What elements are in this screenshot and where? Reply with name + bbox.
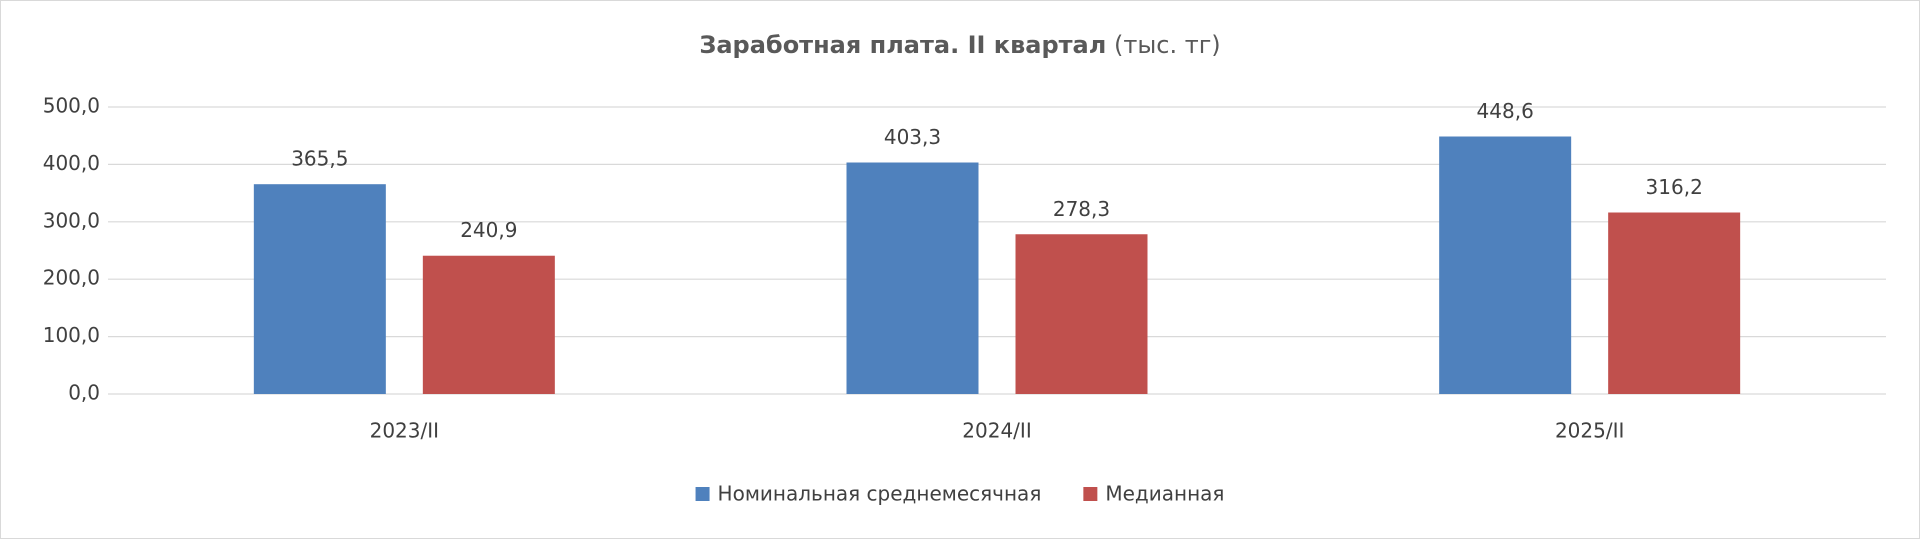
- value-label: 278,3: [1053, 197, 1110, 221]
- legend-swatch: [695, 487, 710, 501]
- bar: [1439, 136, 1572, 394]
- x-tick-label: 2023/II: [370, 419, 439, 443]
- y-tick-label: 400,0: [43, 151, 100, 175]
- chart-title: Заработная плата. II квартал: [699, 31, 1106, 59]
- y-tick-label: 100,0: [43, 323, 100, 347]
- x-tick-label: 2024/II: [962, 419, 1031, 443]
- bar: [846, 162, 979, 394]
- bar: [1015, 234, 1148, 394]
- value-label: 448,6: [1477, 99, 1534, 123]
- y-tick-label: 200,0: [43, 266, 100, 290]
- y-tick-label: 300,0: [43, 208, 100, 232]
- legend-swatch: [1083, 487, 1098, 501]
- value-label: 316,2: [1646, 175, 1703, 199]
- legend-label: Номинальная среднемесячная: [718, 482, 1042, 506]
- legend: Номинальная среднемесячная Медианная: [695, 482, 1224, 506]
- bar: [253, 184, 386, 394]
- value-label: 403,3: [884, 125, 941, 149]
- chart-title-unit: (тыс. тг): [1114, 31, 1221, 59]
- value-label: 365,5: [291, 147, 348, 171]
- y-tick-label: 0,0: [68, 381, 100, 405]
- x-tick-label: 2025/II: [1555, 419, 1624, 443]
- value-label: 240,9: [460, 218, 517, 242]
- bar: [422, 255, 555, 394]
- chart-title-group: Заработная плата. II квартал (тыс. тг): [699, 31, 1220, 59]
- y-tick-label: 500,0: [43, 94, 100, 118]
- bar: [1608, 212, 1741, 394]
- legend-label: Медианная: [1105, 482, 1224, 506]
